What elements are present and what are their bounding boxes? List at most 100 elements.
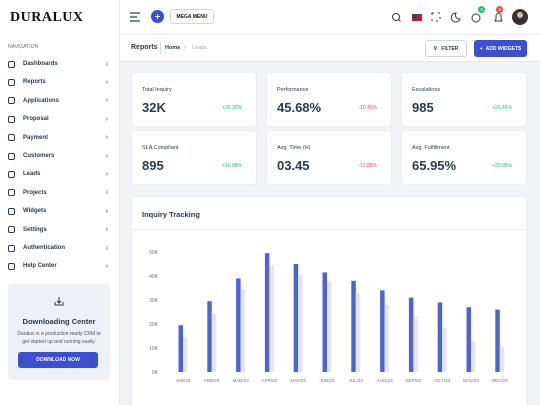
nav-label: Leads [23,171,41,178]
nav-chevron: › [105,152,108,160]
stat-value: 45.68% [277,100,322,115]
nav-item[interactable]: Dashboards › [8,58,108,70]
nav-chevron: › [105,60,108,68]
bar [211,313,217,372]
promo-title: Downloading Center [22,317,96,326]
bar [437,302,443,372]
bar [264,253,270,372]
nav-icon [8,60,15,68]
nav-icon [8,189,15,197]
stat-change: +16.08% [222,163,242,169]
nav-chevron: › [105,97,108,105]
bar [499,346,505,372]
x-tick-label: SEP/23 [406,378,422,383]
nav-chevron: › [105,262,108,270]
promo-box: Downloading Center Duralux is a producti… [8,284,110,380]
y-tick-label: 30K [149,298,159,304]
badge: 3 [478,6,485,13]
nav-label: Widgets [23,208,47,215]
divider [132,229,528,230]
bar [322,272,327,372]
stat-change: -12.86% [358,163,377,169]
y-tick-label: 0K [152,370,159,376]
promo-text: Duralux is a production ready CRM to get… [17,331,101,345]
filter-label: FILTER [441,45,459,52]
stat-value: 65.95% [412,158,457,173]
nav-icon [8,78,15,86]
x-tick-label: OCT/23 [434,378,450,383]
stat-card: Avg. Time (H) 03.45 -12.86% [266,130,392,185]
bar [442,327,447,372]
bar [408,297,414,372]
stat-change: +20.46% [492,105,512,111]
download-button[interactable]: DOWNLOAD NOW [18,352,98,368]
bar [471,340,476,372]
add-button[interactable] [151,10,164,23]
mega-menu[interactable]: MEGA MENU [170,9,214,24]
stat-card: Total Inquiry 32K +20.36% [131,72,257,127]
breadcrumb-home[interactable]: Home [165,45,181,51]
stat-label: Escalations [412,87,441,93]
bar [207,301,212,372]
bar [495,309,500,372]
stat-card: Performance 45.68% -10.46% [266,72,392,127]
stat-label: Performance [277,87,309,93]
chart-title: Inquiry Tracking [142,210,200,219]
bar [298,274,303,372]
nav-item[interactable]: Settings › [8,224,108,236]
add-widgets-button[interactable]: + ADD WIDGETS [474,40,527,57]
x-tick-label: JUL/23 [349,378,364,383]
nav-item[interactable]: Reports › [8,76,108,88]
x-tick-label: FEB/23 [204,378,220,383]
nav-item[interactable]: Projects › [8,187,108,199]
nav-label: Proposal [23,116,49,123]
page-title: Reports [131,44,158,51]
y-tick-label: 20K [149,322,159,328]
header-icons [392,9,528,25]
nav-item[interactable]: Payment › [8,132,108,144]
nav-label: Projects [23,189,47,196]
bar [269,265,274,372]
nav-icon [8,244,15,252]
filter-button[interactable]: ⊽ FILTER [425,40,467,57]
x-tick-label: MAY/23 [290,378,306,383]
nav-icon [8,170,15,178]
x-tick-label: APR/23 [262,378,278,383]
breadcrumb-current: Leads [192,45,207,51]
nav-icon [8,115,15,123]
nav-item[interactable]: Authentication › [8,242,108,254]
nav-label: Authentication [23,245,65,251]
stat-label: Avg. Time (H) [277,145,311,151]
menu-toggle[interactable] [130,12,142,22]
y-tick-label: 40K [149,274,159,280]
nav-item[interactable]: Proposal › [8,113,108,125]
nav-chevron: › [105,170,108,178]
nav-chevron: › [105,207,108,215]
stat-value: 03.45 [277,158,310,173]
stat-label: Total Inquiry [142,87,172,93]
nav-item[interactable]: Leads › [8,168,108,180]
nav-label: Dashboards [23,61,58,67]
nav-label: Settings [23,226,47,233]
stat-label: Avg. Fulfillment [412,145,450,151]
x-tick-label: NOV/23 [463,378,480,383]
nav-icon [8,207,15,215]
nav-icon [8,134,15,142]
nav-icon [8,152,15,160]
nav-item[interactable]: Help Center › [8,260,108,272]
nav-chevron: › [105,226,108,234]
bar [240,289,246,372]
brand[interactable]: DURALUX [10,10,84,25]
stat-change: -10.46% [358,105,377,111]
nav-item[interactable]: Widgets › [8,205,108,217]
divider [160,42,161,54]
nav-item[interactable]: Customers › [8,150,108,162]
nav-icon [8,226,15,234]
y-tick-label: 50K [149,250,159,256]
nav-item[interactable]: Applications › [8,95,108,107]
bar [355,292,361,372]
nav-icon [8,97,15,105]
nav-icon [8,262,15,270]
add-widgets-label: ADD WIDGETS [485,45,522,52]
